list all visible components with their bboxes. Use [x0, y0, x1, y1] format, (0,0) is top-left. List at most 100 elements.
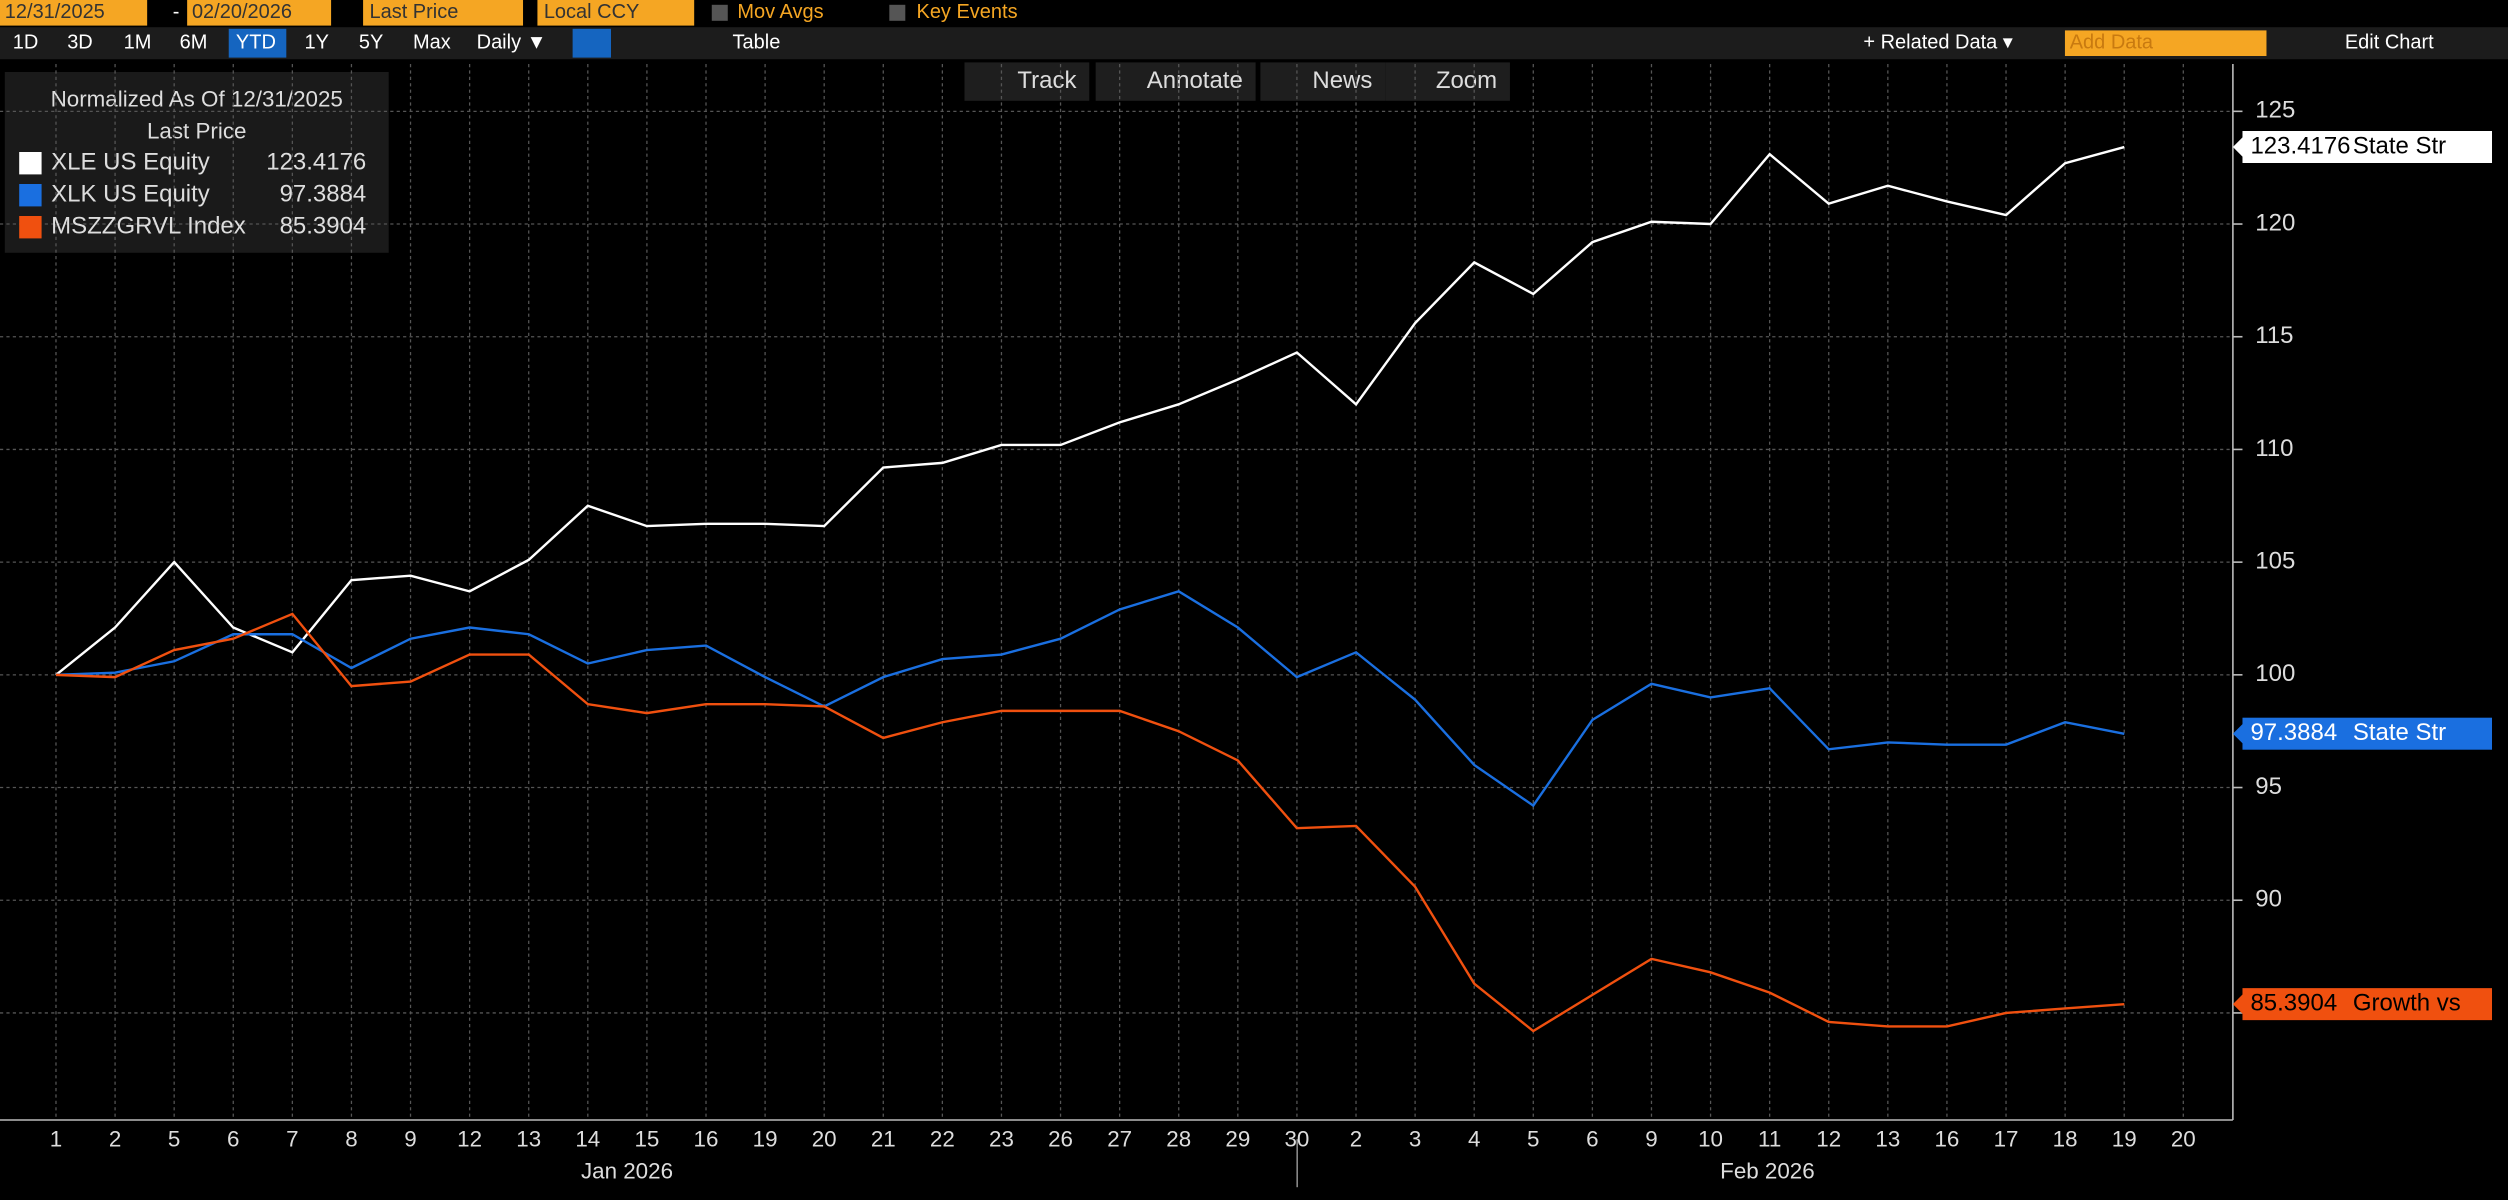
checkbox[interactable]: [889, 4, 906, 21]
x-tick-label: 4: [1468, 1127, 1480, 1152]
date-input[interactable]: [0, 0, 148, 26]
period-button[interactable]: 1D: [13, 31, 39, 53]
end-tag: [2242, 131, 2493, 164]
currency[interactable]: Local CCY: [544, 1, 640, 23]
tool-label[interactable]: Zoom: [1436, 67, 1497, 94]
date-input[interactable]: [187, 0, 332, 26]
y-tick-label: 110: [2255, 435, 2293, 462]
x-tick-label: 14: [575, 1127, 600, 1152]
tool-button[interactable]: [1385, 62, 1510, 101]
end-date[interactable]: 02/20/2026: [192, 1, 292, 23]
legend-value: 123.4176: [266, 149, 366, 176]
x-tick-label: 13: [516, 1127, 541, 1152]
period-button[interactable]: 6M: [180, 31, 208, 53]
month-label: Feb 2026: [1720, 1159, 1815, 1184]
end-tag: [2242, 717, 2493, 750]
period-button[interactable]: 3D: [67, 31, 93, 53]
x-tick-label: 6: [227, 1127, 239, 1152]
x-tick-label: 21: [871, 1127, 896, 1152]
x-tick-label: 20: [812, 1127, 837, 1152]
x-tick-label: 8: [345, 1127, 357, 1152]
add-data[interactable]: Add Data: [2070, 31, 2154, 53]
x-tick-label: 10: [1698, 1127, 1723, 1152]
x-tick-label: 19: [2112, 1127, 2137, 1152]
line-chart-button[interactable]: [572, 28, 612, 58]
legend-subtitle: Last Price: [147, 119, 246, 144]
frequency[interactable]: Daily ▼: [477, 31, 547, 53]
x-tick-label: 11: [1758, 1127, 1781, 1152]
period-button[interactable]: 1Y: [304, 31, 328, 53]
x-tick-label: 2: [109, 1127, 121, 1152]
period-button[interactable]: YTD: [236, 31, 276, 53]
legend-swatch: [19, 184, 42, 207]
x-tick-label: 7: [286, 1127, 298, 1152]
edit-chart[interactable]: Edit Chart: [2345, 31, 2434, 53]
related-data[interactable]: + Related Data ▾: [1863, 31, 2012, 53]
end-tag-label: State Str: [2353, 719, 2446, 746]
legend-swatch: [19, 152, 42, 175]
tool-button[interactable]: [1095, 62, 1256, 101]
x-tick-label: 19: [753, 1127, 778, 1152]
table-button[interactable]: Table: [733, 31, 781, 53]
field[interactable]: Last Price: [369, 1, 458, 23]
tool-label[interactable]: News: [1312, 67, 1372, 94]
x-tick-label: 17: [1994, 1127, 2019, 1152]
x-tick-label: 26: [1048, 1127, 1073, 1152]
x-tick-label: 5: [1527, 1127, 1539, 1152]
x-tick-label: 6: [1586, 1127, 1598, 1152]
y-tick-label: 105: [2255, 547, 2295, 574]
legend-label: XLE US Equity: [51, 149, 210, 176]
tool-button[interactable]: [1260, 62, 1386, 101]
x-tick-label: 12: [1816, 1127, 1841, 1152]
legend-label: MSZZGRVL Index: [51, 213, 246, 240]
legend-title: Normalized As Of 12/31/2025: [51, 87, 343, 112]
x-tick-label: 9: [404, 1127, 416, 1152]
y-tick-label: 95: [2255, 773, 2282, 800]
x-tick-label: 3: [1409, 1127, 1421, 1152]
end-tag: [2242, 988, 2493, 1021]
y-tick-label: 100: [2255, 660, 2295, 687]
end-tag-label: State Str: [2353, 132, 2446, 159]
y-tick-label: 90: [2255, 886, 2282, 913]
end-tag-value: 123.4176: [2250, 132, 2350, 159]
period-button[interactable]: 1M: [124, 31, 152, 53]
x-tick-label: 27: [1107, 1127, 1132, 1152]
date-separator: -: [173, 1, 180, 23]
currency-select[interactable]: [537, 0, 695, 26]
end-tag-value: 97.3884: [2250, 719, 2337, 746]
start-date[interactable]: 12/31/2025: [5, 1, 105, 23]
y-tick-label: 115: [2255, 322, 2293, 349]
series-line: [55, 612, 2125, 1033]
add-data-input[interactable]: [2064, 30, 2267, 56]
x-tick-label: 2: [1350, 1127, 1362, 1152]
period-active[interactable]: [228, 28, 287, 58]
end-tag-value: 85.3904: [2250, 989, 2337, 1016]
period-button[interactable]: Max: [413, 31, 451, 53]
x-tick-label: 12: [457, 1127, 482, 1152]
field-select[interactable]: [363, 0, 524, 26]
tool-button[interactable]: [964, 62, 1090, 101]
period-button[interactable]: 5Y: [359, 31, 383, 53]
tool-label[interactable]: Annotate: [1147, 67, 1243, 94]
tool-label[interactable]: Track: [1017, 67, 1077, 94]
month-label: Jan 2026: [581, 1159, 673, 1184]
x-tick-label: 1: [50, 1127, 62, 1152]
x-tick-label: 29: [1225, 1127, 1250, 1152]
x-tick-label: 22: [930, 1127, 955, 1152]
end-tag-pointer: [2232, 724, 2243, 744]
legend-value: 85.3904: [280, 213, 367, 240]
checkbox[interactable]: [711, 4, 728, 21]
legend-label: XLK US Equity: [51, 181, 210, 208]
x-tick-label: 16: [1934, 1127, 1959, 1152]
key-events[interactable]: Key Events: [917, 1, 1018, 23]
y-tick-label: 120: [2255, 209, 2295, 236]
x-tick-label: 30: [1284, 1127, 1309, 1152]
legend-value: 97.3884: [280, 181, 367, 208]
end-tag-pointer: [2232, 137, 2243, 157]
x-tick-label: 16: [694, 1127, 719, 1152]
x-tick-label: 15: [634, 1127, 659, 1152]
end-tag-label: Growth vs: [2353, 989, 2461, 1016]
x-tick-label: 28: [1166, 1127, 1191, 1152]
mov-avgs[interactable]: Mov Avgs: [737, 1, 823, 23]
